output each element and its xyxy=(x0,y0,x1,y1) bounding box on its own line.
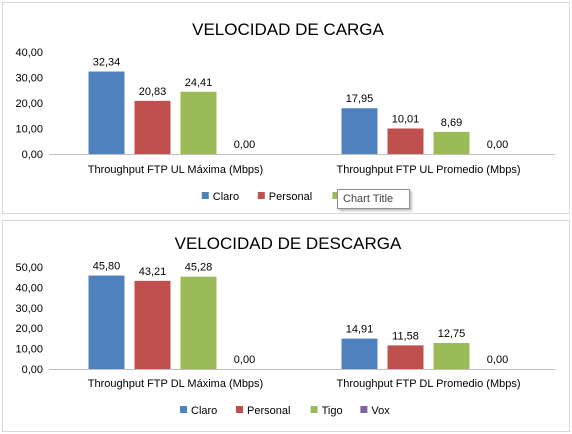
x-category-label: Throughput FTP UL Máxima (Mbps) xyxy=(88,164,263,176)
data-label: 10,01 xyxy=(392,113,420,125)
y-tick-label: 40,00 xyxy=(15,282,43,294)
legend-swatch-personal xyxy=(257,192,265,199)
legend-swatch-personal xyxy=(236,406,243,413)
y-tick-label: 50,00 xyxy=(15,262,43,274)
y-tick-label: 30,00 xyxy=(15,303,43,315)
y-tick-label: 20,00 xyxy=(15,98,43,110)
chart-title: VELOCIDAD DE DESCARGA xyxy=(175,234,402,253)
chart-title: VELOCIDAD DE CARGA xyxy=(192,20,384,39)
legend-label-tigo: Tigo xyxy=(322,405,343,417)
data-label: 14,91 xyxy=(346,324,374,336)
chart-title-tooltip: Chart Title xyxy=(337,189,410,209)
upload-speed-chart-svg: VELOCIDAD DE CARGA 0,00 10,00 20,00 30,00 40,… xyxy=(15,20,555,203)
y-tick-label: 10,00 xyxy=(15,124,43,136)
bar-tigo-2 xyxy=(433,131,470,154)
legend-swatch-tigo xyxy=(310,406,318,413)
x-category-label: Throughput FTP DL Promedio (Mbps) xyxy=(336,378,520,390)
x-category-label: Throughput FTP DL Máxima (Mbps) xyxy=(88,378,263,390)
bar-claro-1 xyxy=(88,71,125,154)
data-label: 0,00 xyxy=(487,354,508,366)
x-category-label: Throughput FTP UL Promedio (Mbps) xyxy=(336,164,520,176)
legend-swatch-claro xyxy=(180,406,187,413)
legend-swatch-claro xyxy=(201,192,209,199)
data-label: 45,80 xyxy=(93,261,121,273)
legend-label-claro: Claro xyxy=(213,191,239,203)
upload-speed-chart[interactable]: VELOCIDAD DE CARGA 0,00 10,00 20,00 30,00 40,… xyxy=(2,2,570,214)
download-speed-chart-svg: VELOCIDAD DE DESCARGA 0,00 10,00 20,00 30,00… xyxy=(15,234,555,417)
bar-claro-1 xyxy=(88,275,125,369)
bar-personal-2 xyxy=(387,345,424,369)
data-label: 0,00 xyxy=(487,139,508,151)
y-tick-label: 0,00 xyxy=(22,364,43,376)
data-label: 12,75 xyxy=(438,328,466,340)
data-label: 43,21 xyxy=(139,266,167,278)
y-tick-label: 20,00 xyxy=(15,323,43,335)
bar-claro-2 xyxy=(341,108,378,154)
bar-personal-1 xyxy=(134,280,171,369)
data-label: 17,95 xyxy=(346,93,374,105)
legend-swatch-tigo xyxy=(332,192,340,199)
y-tick-label: 10,00 xyxy=(15,344,43,356)
data-label: 32,34 xyxy=(93,57,121,69)
legend-label-vox: Vox xyxy=(371,405,390,417)
data-label: 24,41 xyxy=(185,77,213,89)
download-speed-chart[interactable]: VELOCIDAD DE DESCARGA 0,00 10,00 20,00 30,00… xyxy=(2,220,570,432)
bar-personal-2 xyxy=(387,128,424,154)
data-label: 20,83 xyxy=(139,86,167,98)
data-label: 0,00 xyxy=(234,139,255,151)
y-tick-label: 40,00 xyxy=(15,47,43,59)
bar-tigo-1 xyxy=(180,91,217,154)
legend-label-personal: Personal xyxy=(247,405,290,417)
y-tick-label: 0,00 xyxy=(22,149,43,161)
bar-tigo-2 xyxy=(433,342,470,369)
legend-label-claro: Claro xyxy=(191,405,217,417)
bar-claro-2 xyxy=(341,338,378,369)
legend-label-personal: Personal xyxy=(269,191,312,203)
y-tick-label: 30,00 xyxy=(15,73,43,85)
data-label: 0,00 xyxy=(234,354,255,366)
data-label: 8,69 xyxy=(441,117,462,129)
bar-personal-1 xyxy=(134,100,171,154)
legend-swatch-vox xyxy=(360,406,368,413)
data-label: 11,58 xyxy=(392,330,419,342)
data-label: 45,28 xyxy=(185,262,213,274)
bar-tigo-1 xyxy=(180,276,217,369)
